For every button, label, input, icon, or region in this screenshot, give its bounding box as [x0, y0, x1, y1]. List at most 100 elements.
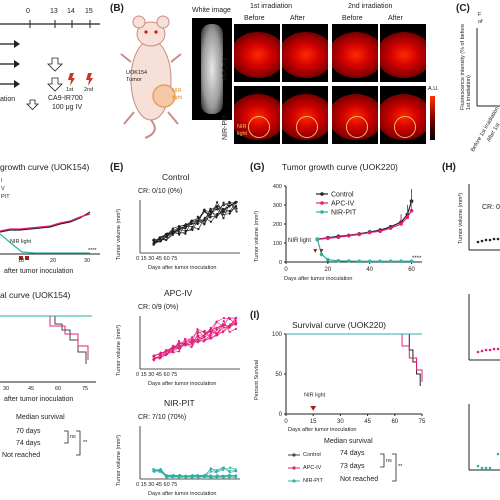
plot: [0, 315, 96, 383]
subject-point: [165, 238, 168, 241]
subject-point: [215, 205, 218, 208]
nir-arrow-1: [313, 249, 318, 253]
x-ticks: 0 15 30 45 60 75: [136, 256, 178, 262]
x-tick-30: 30: [3, 386, 10, 392]
subject-point: [216, 201, 219, 204]
image-apc-before-2: [332, 24, 378, 82]
subject-point: [171, 475, 174, 479]
image-apc-after-2: [380, 24, 426, 82]
subject-point: [215, 469, 218, 472]
panel-c: (C) F of Fluorescence intensity (% of be…: [452, 0, 500, 153]
median-apc: 74 days: [16, 440, 41, 447]
apc-line: [0, 315, 89, 360]
panel-h: (H) Tumor volume (mm³) CR: 0: [440, 162, 500, 500]
subject-point: [178, 346, 181, 350]
subject-point: [209, 208, 212, 212]
subject-point: [209, 216, 212, 219]
subject-point: [165, 235, 168, 239]
x-ticks: 0 15 30 45 60 75: [136, 372, 178, 378]
y-tick-label: 0: [279, 260, 282, 266]
chart-title: growth curve (UOK154): [0, 162, 90, 172]
subject-point: [227, 326, 231, 329]
irr-2nd: 2nd: [84, 87, 94, 93]
subject-point: [178, 474, 181, 477]
cr-label: CR: 0/9 (0%): [138, 304, 179, 311]
x-tick-label: 0: [284, 267, 288, 273]
legend-marker: [320, 192, 324, 196]
subject-point: [209, 474, 212, 477]
image-nir-before-1: [234, 86, 280, 144]
legend-swatches: [288, 453, 300, 483]
x-axis-label: after tumor inoculation: [4, 268, 74, 275]
legend-frag-0: l: [1, 178, 3, 184]
data-point-apc-iv: [388, 226, 393, 230]
row-name-control: Control: [303, 452, 321, 458]
timeline-diagram: [0, 20, 100, 111]
image-apc-before-1: [234, 24, 280, 82]
subject-point: [221, 468, 225, 471]
white-image-title: White image: [192, 7, 231, 14]
subject-point: [178, 350, 181, 353]
spaghetti-plot: [139, 426, 240, 480]
median-nir: Not reached: [2, 452, 41, 459]
plot: [0, 211, 100, 260]
tumor-label: UOK154 Tumor: [126, 70, 148, 83]
subject-point: [235, 210, 238, 213]
subject-point: [216, 207, 219, 210]
subject-point: [215, 476, 218, 479]
subject-point: [177, 227, 180, 230]
subject-point: [234, 322, 237, 325]
x-axis-label: after tumor inoculation: [4, 396, 74, 403]
subject-point: [172, 344, 175, 347]
subject-point: [196, 332, 199, 335]
chart-title: al curve (UOK154): [0, 290, 71, 300]
legend-label: Control: [331, 191, 354, 198]
subject-point: [222, 316, 226, 320]
subject-point: [190, 219, 194, 222]
legend-label: NIR-PIT: [331, 209, 357, 216]
cropped-plots: [468, 184, 500, 471]
subject-point: [222, 326, 226, 329]
subject-point: [228, 212, 231, 215]
x-axis-label: Days after tumor inoculation: [284, 276, 353, 282]
subject-line: [154, 470, 237, 478]
ns-label: ns: [70, 434, 76, 440]
x-tick-label: 60: [408, 267, 415, 273]
subject-point: [222, 476, 225, 479]
subject-point: [227, 316, 230, 320]
median-control: 70 days: [16, 428, 41, 435]
nir-light-note: NIR light: [10, 239, 32, 245]
subject-point: [191, 474, 194, 477]
subject-point: [196, 330, 200, 333]
subject-point: [191, 225, 194, 228]
subject-point: [196, 215, 199, 218]
data-point-nir-pit: [326, 257, 330, 262]
before-header-2: Before: [342, 15, 363, 22]
colorbar-unit: A.U.: [428, 86, 439, 92]
e-control-chart: Control CR: 0/10 (0%) 0 15 30 45 60 75 D…: [110, 172, 245, 277]
e-apc-chart: APC-IV CR: 0/9 (0%) 0 15 30 45 60 75 Day…: [110, 288, 245, 393]
irr-1st: 1st: [66, 87, 74, 93]
subject-point: [203, 210, 206, 213]
subject-point: [227, 474, 231, 477]
panel-label: (B): [110, 3, 124, 14]
subject-point: [228, 476, 231, 479]
subject-point: [209, 334, 212, 337]
nir-arrow: [310, 406, 317, 411]
image-nir-after-2: [380, 86, 426, 144]
x-tick-30: 30: [84, 258, 91, 264]
subject-point: [221, 474, 224, 477]
lightning-icon: [68, 73, 75, 86]
subject-point: [184, 232, 187, 235]
subject-point: [171, 349, 174, 353]
nir-light-note: NIR light: [288, 238, 311, 244]
panel-g: (G) Tumor growth curve (UOK220) Tumor vo…: [250, 162, 430, 287]
data-point-nir-pit: [378, 259, 382, 264]
nir-light-img-label: NIR light: [237, 124, 248, 137]
data-point-apc-iv: [367, 230, 372, 235]
subject-point: [209, 470, 213, 473]
data-point-apc-iv: [346, 233, 351, 238]
white-image: [192, 18, 232, 120]
chart-title: APC-IV: [164, 288, 193, 298]
subject-point: [190, 476, 194, 479]
